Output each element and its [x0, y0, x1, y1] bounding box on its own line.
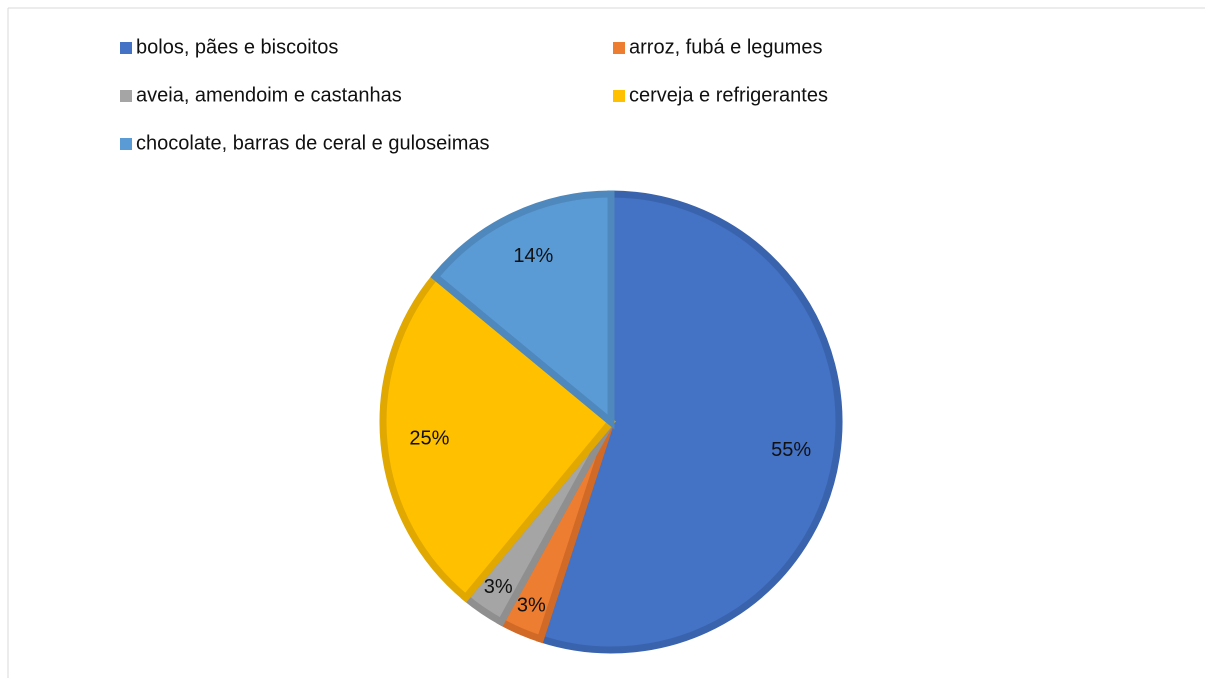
legend-swatch — [120, 138, 132, 150]
pie-slice — [379, 271, 616, 603]
data-label: 55% — [771, 439, 811, 461]
legend-label: bolos, pães e biscoitos — [136, 36, 338, 58]
legend-label: cerveja e refrigerantes — [629, 84, 828, 106]
legend-swatch — [613, 42, 625, 54]
legend-label: chocolate, barras de ceral e guloseimas — [136, 132, 490, 154]
data-label: 14% — [513, 245, 553, 267]
legend-swatch — [120, 42, 132, 54]
pie-slice — [536, 190, 843, 654]
data-label: 3% — [484, 576, 513, 598]
legend-label: arroz, fubá e legumes — [629, 36, 822, 58]
legend-swatch — [120, 90, 132, 102]
legend-label: aveia, amendoim e castanhas — [136, 84, 402, 106]
legend-swatch — [613, 90, 625, 102]
pie-slice — [430, 190, 615, 430]
data-label: 25% — [409, 427, 449, 449]
data-label: 3% — [517, 594, 546, 616]
